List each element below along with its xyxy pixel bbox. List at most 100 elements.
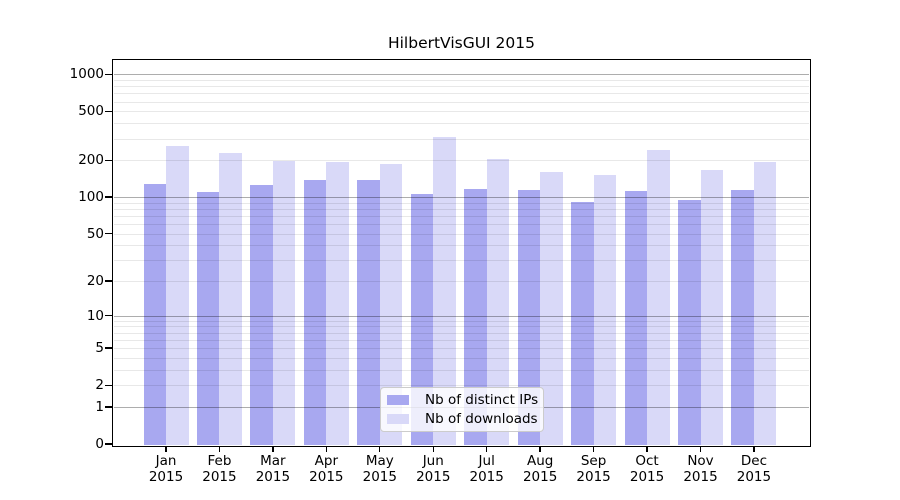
gridline-minor (114, 138, 809, 140)
gridline-minor (114, 326, 809, 328)
x-tick-month: May (365, 453, 394, 469)
x-tick-year: 2015 (362, 469, 397, 485)
y-tick-label: 5 (95, 340, 104, 357)
x-tick-month: Aug (526, 453, 554, 469)
x-tick-month: Jul (478, 453, 495, 469)
x-tick-year: 2015 (148, 469, 184, 485)
legend-item-downloads: Nb of downloads (387, 410, 538, 427)
x-tick-label-sep: Sep 2015 (562, 453, 626, 485)
bar-downloads-mar (272, 160, 296, 445)
y-tick-mark (104, 406, 112, 408)
y-tick-mark (104, 110, 112, 113)
gridline-minor (114, 369, 809, 371)
x-tick-month: Sep (580, 453, 607, 469)
gridline-minor (114, 101, 809, 103)
bar-distinct-ips-may (357, 179, 380, 445)
x-tick-label-oct: Oct 2015 (615, 453, 679, 485)
y-tick-label: 2 (95, 377, 104, 394)
x-tick-mark (699, 446, 702, 452)
x-tick-year: 2015 (255, 469, 291, 485)
y-tick-mark (104, 280, 112, 282)
x-tick-month: Apr (314, 453, 339, 469)
gridline-minor (114, 93, 809, 95)
x-tick-mark (379, 446, 381, 452)
gridline-minor (114, 332, 809, 334)
x-tick-year: 2015 (522, 469, 558, 485)
bar-downloads-feb (219, 153, 242, 445)
x-tick-mark (218, 446, 221, 452)
x-tick-month: Feb (207, 453, 232, 469)
legend-label-downloads: Nb of downloads (425, 410, 538, 427)
gridline-minor (114, 339, 809, 341)
x-tick-mark (432, 446, 434, 452)
x-tick-mark (325, 446, 328, 452)
gridline-minor (114, 357, 809, 359)
bar-distinct-ips-jun (410, 194, 434, 445)
gridline-minor (114, 86, 809, 88)
legend-swatch-downloads (387, 413, 409, 424)
bar-distinct-ips-oct (624, 190, 648, 445)
x-tick-month: Jan (155, 453, 177, 469)
y-tick-mark (104, 315, 112, 317)
bar-distinct-ips-sep (571, 201, 594, 445)
chart-title: HilbertVisGUI 2015 (387, 34, 536, 52)
gridline-minor (114, 202, 809, 204)
y-tick-label: 500 (78, 103, 104, 120)
x-tick-mark (486, 446, 488, 452)
x-tick-mark (272, 446, 274, 452)
gridline-minor (114, 123, 809, 125)
x-tick-month: Mar (260, 453, 286, 469)
x-tick-label-jul: Jul 2015 (455, 453, 519, 485)
bar-downloads-oct (647, 150, 670, 445)
x-tick-label-mar: Mar 2015 (241, 453, 305, 485)
gridline-minor (114, 233, 809, 235)
bar-distinct-ips-feb (196, 192, 220, 445)
x-tick-mark (165, 446, 167, 452)
y-tick-mark (104, 443, 112, 445)
y-tick-label: 1000 (69, 66, 104, 83)
x-tick-year: 2015 (416, 469, 451, 485)
y-tick-mark (104, 159, 112, 161)
gridline-minor (114, 245, 809, 247)
x-tick-year: 2015 (309, 469, 344, 485)
gridline-minor (114, 208, 809, 210)
x-tick-month: Nov (687, 453, 714, 469)
gridline-minor (114, 260, 809, 262)
x-tick-year: 2015 (576, 469, 611, 485)
y-tick-mark (104, 384, 112, 386)
gridline-major (114, 74, 809, 76)
bar-downloads-sep (593, 175, 617, 445)
gridline-minor (114, 215, 809, 217)
x-tick-label-apr: Apr 2015 (294, 453, 358, 485)
gridline-major (114, 197, 809, 199)
x-tick-year: 2015 (202, 469, 237, 485)
bar-downloads-nov (700, 170, 723, 445)
x-tick-label-aug: Aug 2015 (508, 453, 572, 485)
bar-downloads-dec (753, 162, 777, 445)
legend: Nb of distinct IPs Nb of downloads (380, 387, 544, 432)
gridline-minor (114, 348, 809, 350)
bar-distinct-ips-jul (464, 188, 487, 445)
x-tick-year: 2015 (469, 469, 504, 485)
gridline-minor (114, 281, 809, 283)
x-tick-year: 2015 (683, 469, 718, 485)
y-tick-label: 200 (78, 152, 104, 169)
y-tick-mark (104, 347, 112, 349)
y-tick-mark (104, 73, 112, 76)
gridline-major (114, 315, 809, 317)
x-tick-month: Oct (635, 453, 659, 469)
x-tick-label-dec: Dec 2015 (722, 453, 786, 485)
bar-downloads-aug (540, 172, 563, 445)
legend-label-distinct-ips: Nb of distinct IPs (425, 392, 539, 409)
x-tick-mark (646, 446, 648, 452)
x-tick-mark (539, 446, 541, 452)
y-tick-label: 100 (78, 189, 104, 206)
bar-distinct-ips-dec (731, 189, 754, 445)
x-tick-label-feb: Feb 2015 (187, 453, 251, 485)
gridline-minor (114, 160, 809, 162)
x-tick-label-jan: Jan 2015 (134, 453, 198, 485)
bar-distinct-ips-nov (678, 199, 701, 445)
gridline-minor (114, 320, 809, 322)
legend-swatch-distinct-ips (387, 395, 409, 406)
